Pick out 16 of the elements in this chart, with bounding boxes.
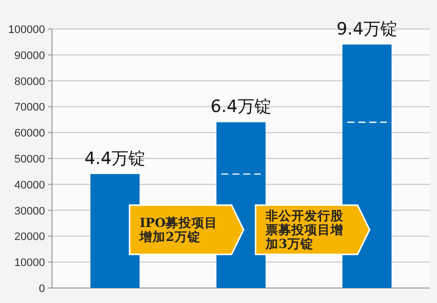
y-tick-label: 70000 (14, 102, 45, 114)
y-tick-label: 20000 (14, 231, 45, 244)
annotation: 9.4万锭 (336, 20, 398, 40)
annotation: 非公开发行股票募投项目增加3万锭 (266, 208, 345, 251)
y-tick-label: 40000 (14, 179, 45, 192)
y-tick-label: 30000 (14, 205, 45, 218)
annotation: IPO募投项目增加2万锭 (140, 214, 219, 244)
y-tick-label: 10000 (14, 257, 45, 270)
y-tick-label: 0 (38, 283, 45, 295)
y-tick-label: 90000 (14, 50, 45, 62)
annotation: 4.4万锭 (84, 149, 146, 170)
y-tick-label: 100000 (8, 24, 45, 36)
annotation: 6.4万锭 (210, 97, 272, 118)
y-tick-label: 60000 (14, 128, 45, 140)
y-tick-label: 50000 (14, 154, 45, 166)
y-tick-label: 80000 (14, 76, 45, 88)
